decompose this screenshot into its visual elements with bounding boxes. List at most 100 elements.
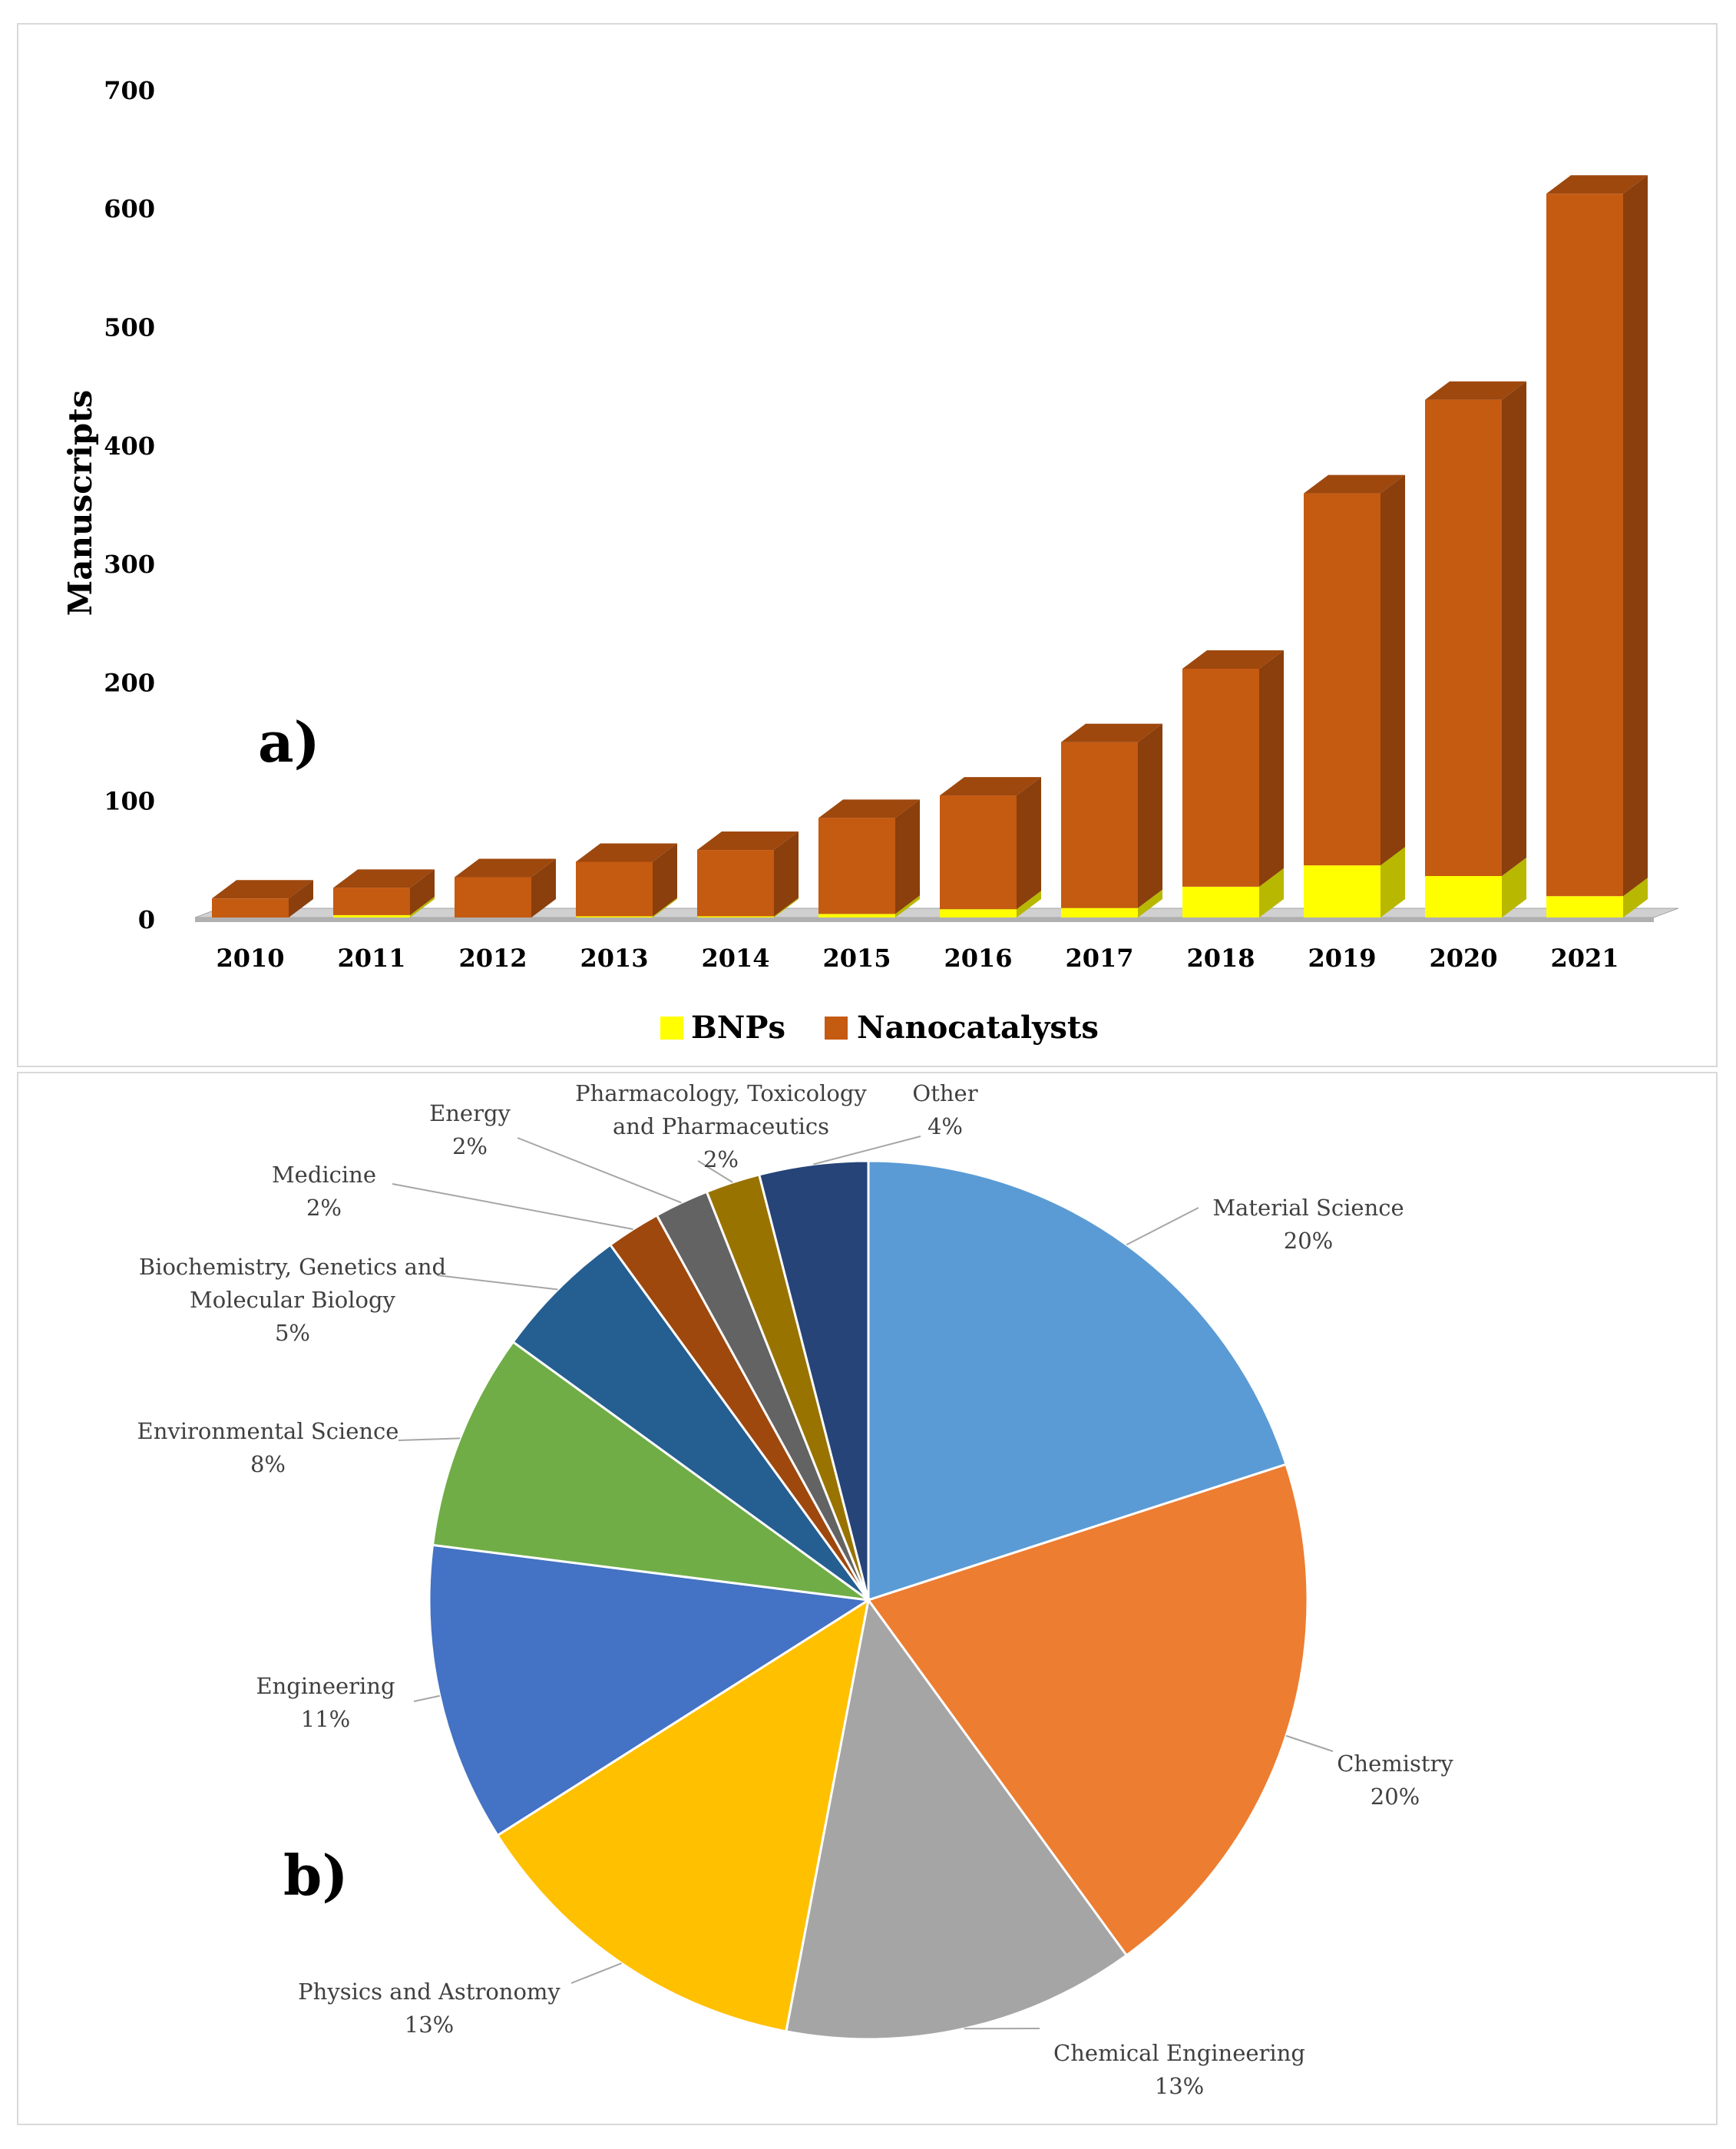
bar-nanocatalysts [576, 861, 653, 917]
leader-line [413, 1694, 440, 1702]
panel-label-a: a) [258, 709, 320, 775]
y-tick-label: 400 [104, 431, 155, 461]
x-tick-label: 2010 [216, 944, 284, 973]
bar-nanocatalysts [1425, 399, 1502, 876]
bar-bnps-side [895, 895, 920, 917]
legend-swatch-bnps [660, 1017, 683, 1040]
slice-label: Other 4% [912, 1080, 977, 1139]
slice-label-line: Engineering [256, 1673, 395, 1699]
bar-stack [576, 843, 677, 917]
bar-nanocatalysts-side [1623, 175, 1648, 897]
bar-chart: 0 100 200 300 400 500 600 700 Manuscripts 2010 201… [61, 76, 1679, 1046]
bar-nanocatalysts [818, 818, 895, 914]
bar-nanocatalysts-side [410, 869, 435, 915]
slice-label-text: Chemical Engineering 13% [1053, 2040, 1305, 2099]
y-tick-label: 0 [138, 905, 155, 934]
pie-slice [785, 1597, 1129, 2041]
bar-bnps-side [1502, 857, 1526, 917]
x-tick-label: 2019 [1308, 944, 1376, 973]
y-tick-label: 500 [104, 313, 155, 342]
bar-top [697, 831, 799, 851]
x-tick-label: 2012 [458, 944, 527, 973]
slice-label: Energy 2% [429, 1100, 511, 1159]
slice-label-pct: 11% [301, 1706, 350, 1732]
legend-label-bnps: BNPs [691, 1010, 785, 1046]
bar-nanocatalysts [1546, 193, 1623, 897]
bar-nanocatalysts [212, 898, 289, 917]
slice-label-line: Chemistry [1337, 1751, 1453, 1777]
slice-label-text: Pharmacology, Toxicology and Pharmaceutic… [575, 1080, 867, 1172]
x-tick-label: 2014 [701, 944, 769, 973]
bar-chart-panel: 0 100 200 300 400 500 600 700 Manuscripts 2010 201… [17, 23, 1718, 1067]
bar-bnps [697, 916, 774, 917]
slice-label: Biochemistry, Genetics and Molecular Biol… [139, 1254, 446, 1346]
bar-top [576, 843, 677, 862]
y-tick-label: 600 [104, 194, 155, 223]
slice-label-pct: 4% [928, 1113, 963, 1139]
slice-label-pct: 13% [1155, 2073, 1204, 2099]
x-tick-label: 2016 [944, 944, 1012, 973]
bar-nanocatalysts-side [289, 880, 313, 917]
bar-stack [455, 858, 556, 917]
bar-nanocatalysts [940, 795, 1017, 910]
slice-label-text: Environmental Science 8% [137, 1418, 399, 1477]
slice-label-pct: 2% [452, 1133, 488, 1159]
bar-nanocatalysts-side [1502, 381, 1526, 876]
slice-label: Medicine 2% [272, 1162, 376, 1221]
slice-label: Engineering 11% [256, 1673, 395, 1732]
bar-bnps-side [774, 898, 799, 917]
bar-nanocatalysts [1182, 668, 1259, 887]
bar-stack [818, 799, 920, 917]
bar-top [1304, 474, 1405, 494]
bar-stack [212, 880, 313, 917]
bar-top [818, 799, 920, 818]
slice-label-pct: 2% [306, 1195, 342, 1221]
pie-chart-panel: Material Science 20% Chemistry 20% Chemical … [17, 1072, 1718, 2125]
panel-label-b: b) [283, 1843, 348, 1908]
bar-nanocatalysts [333, 888, 410, 915]
leader-line [1285, 1734, 1334, 1752]
chart-floor-edge [195, 917, 1654, 922]
bar-bnps-side [1017, 891, 1041, 917]
slice-label: Chemical Engineering 13% [1053, 2040, 1305, 2099]
y-axis-label: Manuscripts [61, 390, 99, 617]
x-tick-label: 2018 [1186, 944, 1255, 973]
slice-label: Chemistry 20% [1337, 1751, 1453, 1810]
y-tick-label: 200 [104, 668, 155, 697]
bar-nanocatalysts-side [1381, 474, 1405, 866]
slice-label: Pharmacology, Toxicology and Pharmaceutic… [575, 1080, 867, 1172]
x-tick-label: 2011 [337, 944, 405, 973]
x-tick-label: 2015 [822, 944, 891, 973]
slice-label-line: Molecular Biology [190, 1287, 395, 1313]
bar-nanocatalysts [1061, 742, 1138, 908]
slice-label-line: Material Science [1212, 1195, 1404, 1221]
bar-bnps [940, 909, 1017, 917]
bar-nanocatalysts [1304, 493, 1381, 866]
slice-label-line: Medicine [272, 1162, 376, 1188]
bar-top [940, 777, 1041, 796]
bar-stack [1546, 175, 1648, 917]
bar-stack [940, 777, 1041, 917]
bar-nanocatalysts-side [1138, 723, 1162, 908]
leader-line [392, 1183, 633, 1231]
bar-top [1546, 175, 1648, 194]
slice-label-pct: 2% [703, 1146, 739, 1172]
bar-bnps-side [1623, 878, 1648, 917]
bar-top [455, 858, 556, 878]
leader-line [398, 1437, 461, 1441]
leader-line [697, 1160, 733, 1183]
slice-label-text: Biochemistry, Genetics and Molecular Biol… [139, 1254, 446, 1346]
leader-line [570, 1962, 622, 1984]
leader-line [1126, 1207, 1199, 1246]
bar-bnps [1061, 908, 1138, 917]
slice-label-line: Other [912, 1080, 977, 1106]
slice-label-text: Physics and Astronomy 13% [298, 1979, 560, 2038]
bar-nanocatalysts-side [1017, 777, 1041, 910]
x-tick-label: 2021 [1550, 944, 1619, 973]
slice-label-line: Physics and Astronomy [298, 1979, 560, 2005]
slice-label: Material Science 20% [1212, 1195, 1404, 1254]
slice-label: Physics and Astronomy 13% [298, 1979, 560, 2038]
bar-top [1425, 381, 1526, 400]
y-tick-label: 700 [104, 76, 155, 105]
bar-nanocatalysts-side [774, 831, 799, 917]
